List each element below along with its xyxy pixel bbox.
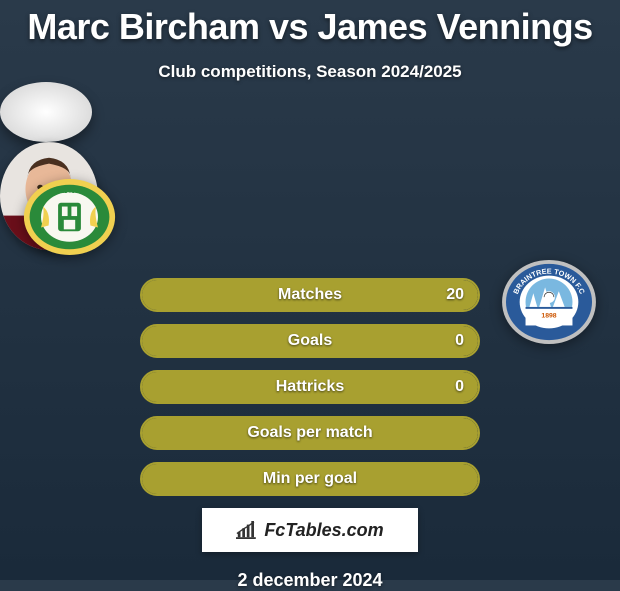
stats-container: Matches20Goals0Hattricks0Goals per match… [140, 278, 480, 496]
club-right-year: 1898 [541, 313, 556, 320]
subtitle: Club competitions, Season 2024/2025 [0, 62, 620, 82]
stat-label: Min per goal [142, 464, 478, 494]
svg-text:ACHIEVE BY UNIT: ACHIEVE BY UNIT [53, 243, 87, 247]
club-left-badge: OVIL TOWN ACHIEVE BY UNIT [22, 178, 117, 256]
stat-value-right: 0 [455, 372, 464, 402]
stat-value-right: 20 [446, 280, 464, 310]
stat-label: Hattricks [142, 372, 478, 402]
chart-icon [236, 521, 258, 539]
stat-label: Goals [142, 326, 478, 356]
date-text: 2 december 2024 [0, 570, 620, 591]
watermark-text: FcTables.com [264, 520, 383, 541]
stat-row: Matches20 [140, 278, 480, 312]
club-right-badge: 1898 BRAINTREE TOWN F.C THE IRON [500, 258, 598, 346]
stat-row: Goals0 [140, 324, 480, 358]
stat-value-right: 0 [455, 326, 464, 356]
stat-label: Goals per match [142, 418, 478, 448]
stat-label: Matches [142, 280, 478, 310]
stat-row: Hattricks0 [140, 370, 480, 404]
watermark: FcTables.com [202, 508, 418, 552]
stat-row: Goals per match [140, 416, 480, 450]
page-title: Marc Bircham vs James Vennings [0, 0, 620, 48]
player-left-photo [0, 82, 92, 142]
stat-row: Min per goal [140, 462, 480, 496]
club-left-text: OVIL TOWN [56, 189, 83, 195]
